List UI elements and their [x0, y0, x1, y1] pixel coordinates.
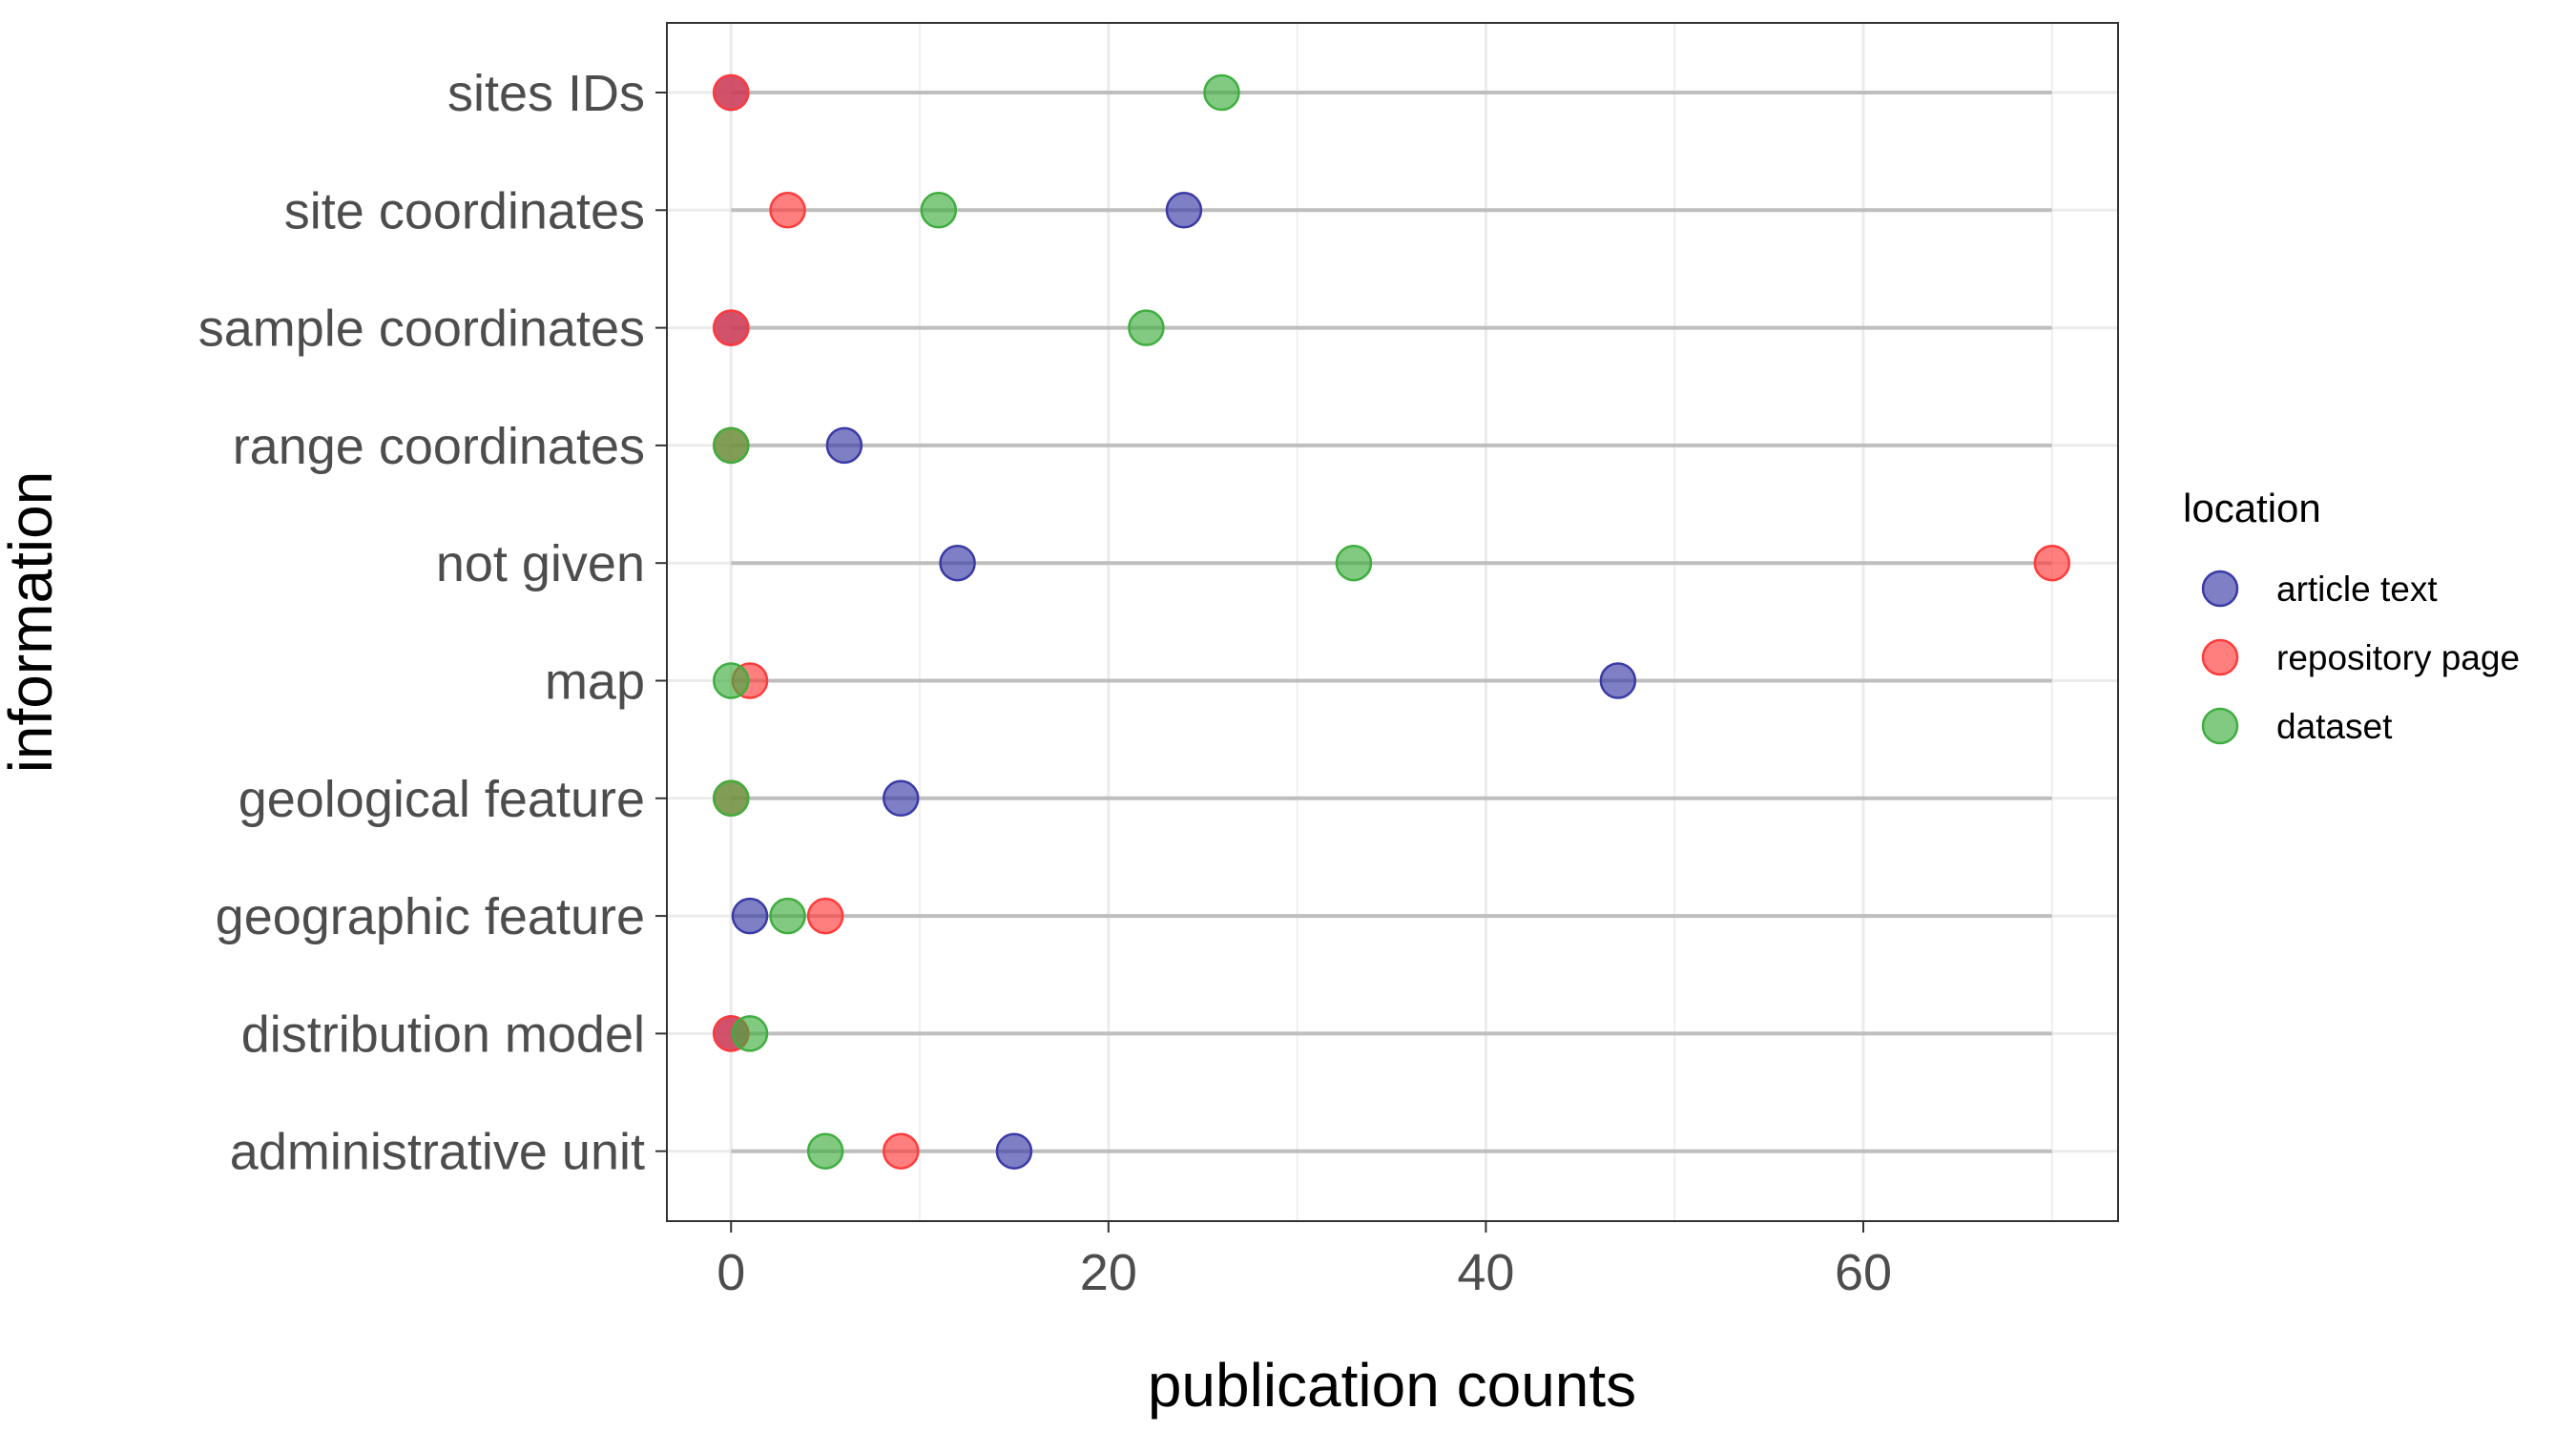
data-point: [806, 1132, 844, 1170]
data-point: [2033, 544, 2071, 582]
y-axis-title: information: [0, 471, 65, 774]
data-point: [1203, 73, 1240, 112]
data-point: [1128, 309, 1165, 346]
y-tick-label: not given: [436, 535, 645, 592]
category-segments: [731, 91, 2052, 1153]
data-point: [712, 662, 750, 699]
y-tick-label: geological feature: [239, 771, 645, 828]
legend-key: [2201, 638, 2239, 676]
y-tick-label: map: [545, 653, 645, 711]
data-point: [712, 426, 750, 465]
data-point: [995, 1132, 1033, 1170]
legend-label: article text: [2276, 570, 2438, 609]
x-axis-title: publication counts: [1148, 1351, 1636, 1420]
data-point: [920, 192, 958, 229]
y-tick-label: range coordinates: [233, 418, 645, 475]
y-axis-ticks: sites IDs site coordinates sample coordina…: [198, 65, 667, 1181]
data-point: [712, 309, 750, 346]
panel-border: [666, 22, 2119, 1222]
x-tick-label: 0: [717, 1244, 745, 1301]
data-point: [731, 1015, 769, 1052]
y-tick-label: sites IDs: [447, 65, 645, 122]
data-point: [939, 544, 976, 582]
data-point: [712, 73, 750, 112]
legend-key: [2201, 570, 2239, 608]
data-point: [825, 426, 863, 465]
data-point: [883, 779, 920, 818]
x-tick-label: 60: [1835, 1244, 1892, 1301]
data-point: [806, 897, 844, 935]
legend-label: repository page: [2276, 638, 2520, 677]
y-tick-label: geographic feature: [216, 888, 645, 945]
data-point: [769, 897, 806, 935]
data-points: [712, 73, 2071, 1170]
panel-background: [667, 23, 2118, 1221]
legend-title: location: [2183, 486, 2321, 530]
data-point: [1165, 192, 1203, 229]
x-tick-label: 20: [1080, 1244, 1137, 1301]
x-axis-ticks: 0 20 40 60: [717, 1221, 1892, 1301]
y-tick-label: site coordinates: [284, 182, 645, 239]
data-point: [1335, 544, 1373, 582]
legend: location article text repository page data…: [2183, 486, 2520, 746]
data-point: [883, 1132, 920, 1170]
y-tick-label: sample coordinates: [198, 301, 645, 358]
data-point: [769, 192, 806, 229]
legend-label: dataset: [2276, 707, 2393, 746]
legend-key: [2201, 707, 2239, 745]
data-point: [1599, 662, 1637, 699]
data-point: [731, 897, 769, 935]
y-tick-label: administrative unit: [230, 1124, 645, 1181]
y-tick-label: distribution model: [241, 1006, 645, 1063]
data-point: [712, 779, 750, 818]
x-tick-label: 40: [1457, 1244, 1514, 1301]
